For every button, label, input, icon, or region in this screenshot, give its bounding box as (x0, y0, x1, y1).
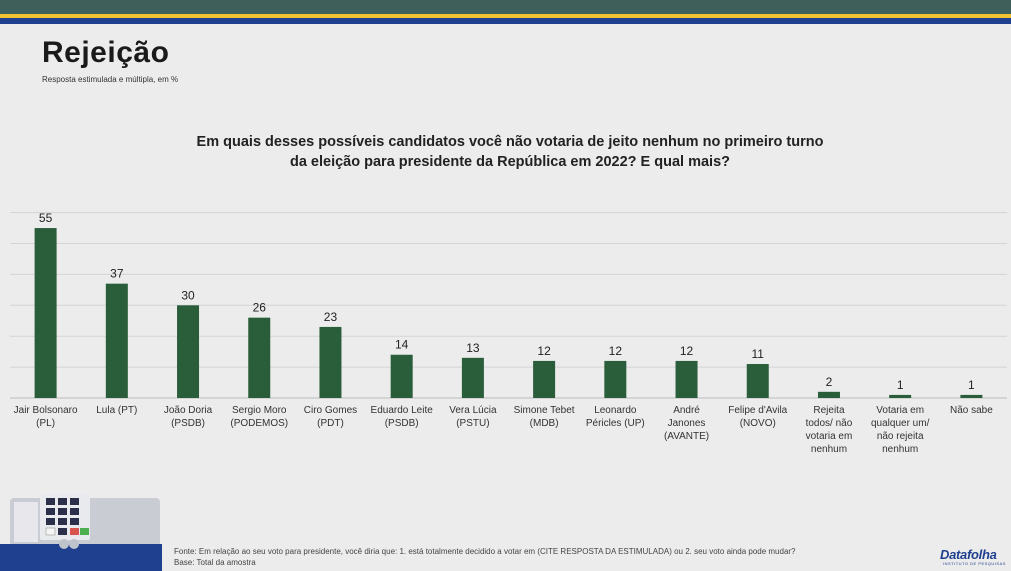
category-label-line: Rejeita (813, 405, 845, 416)
category-label-line: (AVANTE) (664, 431, 709, 442)
survey-question: Em quais desses possíveis candidatos voc… (130, 132, 890, 172)
category-label-line: André (673, 405, 700, 416)
bar-value-label: 1 (897, 378, 904, 392)
bar (675, 360, 698, 398)
category-label: Leonardo Péricles (UP) (586, 405, 645, 429)
top-band (0, 0, 1011, 14)
category-label-line: Simone Tebet (514, 405, 575, 416)
bar (461, 357, 484, 398)
category-label-line: (MDB) (530, 418, 559, 429)
footnote: Fonte: Em relação ao seu voto para presi… (174, 546, 796, 568)
bar (319, 326, 342, 398)
question-line-1: Em quais desses possíveis candidatos voc… (196, 134, 824, 150)
category-label: João Doria (PSDB) (164, 405, 213, 429)
bar (177, 305, 200, 398)
category-label: Votaria em qualquer um/não rejeita nenhum (871, 405, 930, 455)
bars (34, 228, 983, 398)
blue-stripe (0, 18, 1011, 24)
category-label: Eduardo Leite (PSDB) (371, 405, 434, 429)
category-label-line: Janones (668, 418, 706, 429)
bar (960, 394, 983, 398)
bar (390, 354, 413, 398)
category-label-line: todos/ não (806, 418, 853, 429)
bar-value-label: 26 (253, 301, 267, 315)
bar-value-label: 13 (466, 341, 480, 355)
category-label-line: Sergio Moro (232, 405, 287, 416)
category-label: Jair Bolsonaro (PL) (14, 405, 78, 429)
ballot-machine-icon (0, 494, 162, 571)
page-title: Rejeição (42, 36, 170, 69)
category-label-line: Jair Bolsonaro (14, 405, 78, 416)
category-label: Lula (PT) (96, 405, 137, 416)
category-label-line: Lula (PT) (96, 405, 137, 416)
category-label: Não sabe (950, 405, 993, 416)
bar-value-label: 12 (537, 344, 551, 358)
bar (817, 391, 840, 398)
category-label-line: (NOVO) (740, 418, 776, 429)
category-label-line: (PODEMOS) (230, 418, 288, 429)
footnote-base: Base: Total da amostra (174, 558, 256, 567)
bar (604, 360, 627, 398)
bar-value-label: 23 (324, 310, 338, 324)
category-label: Simone Tebet (MDB) (514, 405, 575, 429)
category-label: André Janones (AVANTE) (664, 405, 709, 442)
category-label-line: (PSTU) (456, 418, 489, 429)
bar (248, 317, 271, 398)
bar-value-label: 14 (395, 338, 409, 352)
bar (34, 228, 57, 398)
datafolha-logo: Datafolha (940, 547, 997, 562)
category-label-line: não rejeita (877, 431, 924, 442)
category-label-line: votaria em (806, 431, 853, 442)
question-line-2: da eleição para presidente da República … (289, 154, 730, 170)
category-label-line: Ciro Gomes (304, 405, 357, 416)
category-label-line: Vera Lúcia (449, 405, 497, 416)
category-label-line: qualquer um/ (871, 418, 930, 429)
bar-value-label: 37 (110, 267, 124, 281)
category-label-line: Leonardo (594, 405, 637, 416)
category-label: Sergio Moro (PODEMOS) (230, 405, 288, 429)
footnote-source: Fonte: Em relação ao seu voto para presi… (174, 547, 796, 556)
category-label-line: (PSDB) (385, 418, 419, 429)
category-label: Rejeita todos/ não votaria em nenhum (806, 405, 853, 455)
category-label-line: Eduardo Leite (371, 405, 434, 416)
category-label-line: nenhum (882, 444, 918, 455)
bar-value-label: 11 (752, 347, 765, 361)
yellow-stripe (0, 14, 1011, 18)
datafolha-tagline: INSTITUTO DE PESQUISAS (943, 561, 1006, 566)
bar (105, 283, 128, 398)
category-label-line: Felipe d'Avila (728, 405, 787, 416)
bar (533, 360, 556, 398)
page-subtitle: Resposta estimulada e múltipla, em % (42, 75, 179, 84)
category-label: Ciro Gomes (PDT) (304, 405, 357, 429)
category-label-line: Péricles (UP) (586, 418, 645, 429)
category-label-line: (PDT) (317, 418, 344, 429)
bar-value-label: 2 (826, 375, 833, 389)
bar-value-label: 55 (39, 211, 53, 225)
category-label-line: nenhum (811, 444, 847, 455)
bar-value-label: 30 (181, 288, 195, 302)
bar-value-label: 1 (968, 378, 975, 392)
grid-lines (10, 212, 1007, 399)
category-label: Vera Lúcia (PSTU) (449, 405, 497, 429)
bar-value-label: 12 (680, 344, 694, 358)
bar (889, 394, 912, 398)
category-label: Felipe d'Avila (NOVO) (728, 405, 787, 429)
bar-value-label: 12 (609, 344, 623, 358)
category-labels: Jair Bolsonaro (PL) Lula (PT) João Doria (PS… (14, 405, 994, 455)
category-label-line: João Doria (164, 405, 213, 416)
category-label-line: Votaria em (876, 405, 924, 416)
category-label-line: Não sabe (950, 405, 993, 416)
bar (746, 364, 769, 398)
category-label-line: (PSDB) (171, 418, 205, 429)
category-label-line: (PL) (36, 418, 55, 429)
